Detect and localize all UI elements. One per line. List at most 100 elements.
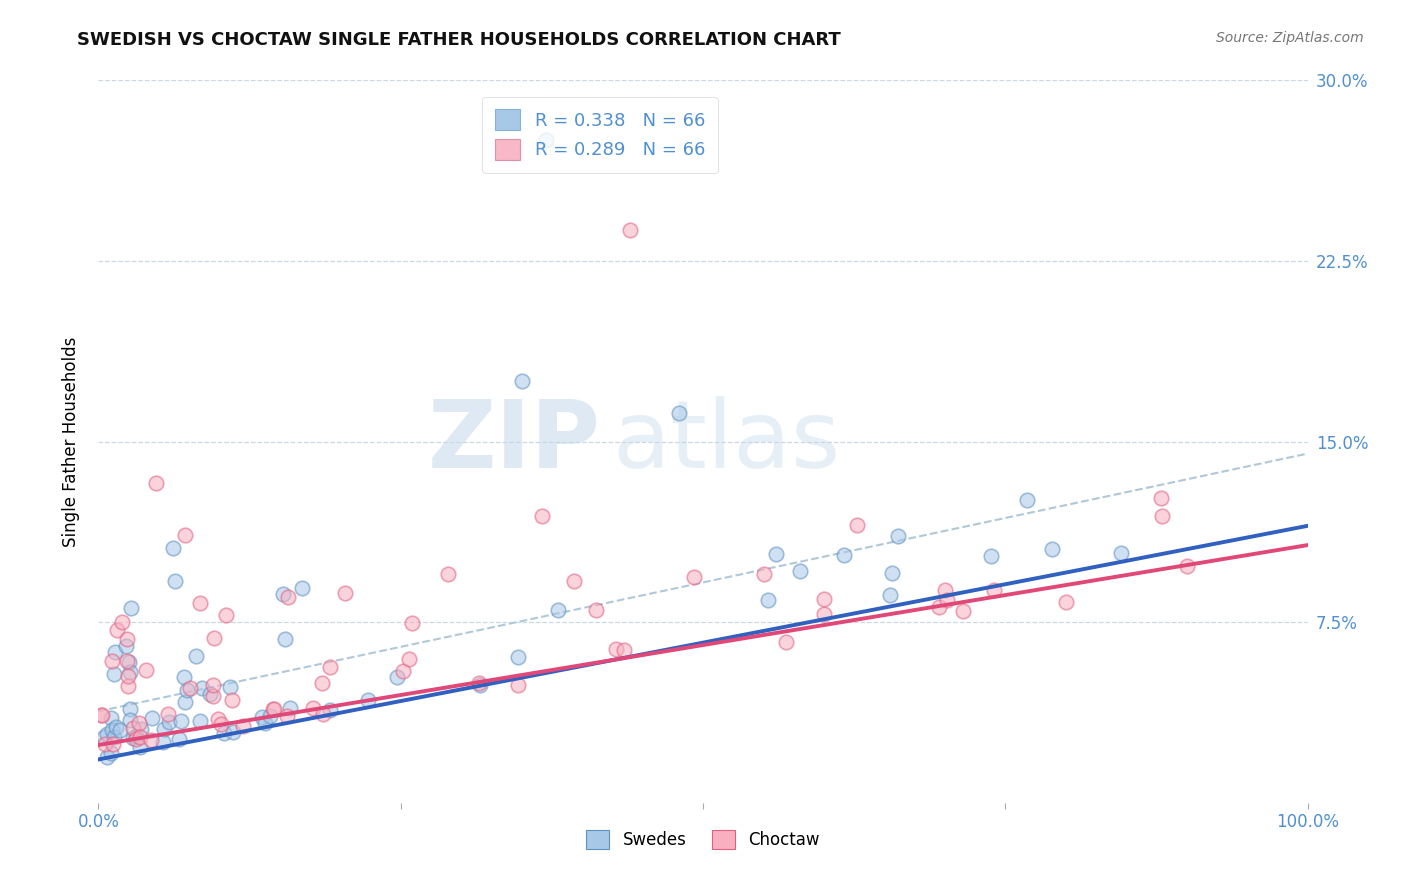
Point: [153, 723, 176, 737]
Point: [135, 663, 157, 677]
Point: [104, 645, 127, 659]
Point: [1152, 509, 1174, 524]
Point: [302, 701, 325, 715]
Point: [152, 735, 174, 749]
Point: [96, 749, 118, 764]
Point: [174, 695, 197, 709]
Point: [254, 715, 277, 730]
Point: [585, 603, 607, 617]
Point: [605, 641, 627, 656]
Point: [468, 678, 491, 692]
Point: [93, 731, 115, 745]
Point: [259, 708, 281, 723]
Point: [401, 615, 423, 630]
Point: [398, 652, 420, 666]
Text: atlas: atlas: [613, 395, 841, 488]
Point: [534, 133, 557, 147]
Point: [120, 714, 142, 728]
Point: [108, 723, 131, 737]
Point: [775, 635, 797, 649]
Point: [101, 723, 124, 737]
Point: [115, 639, 138, 653]
Point: [111, 615, 134, 629]
Point: [271, 587, 294, 601]
Point: [356, 693, 378, 707]
Point: [120, 601, 142, 615]
Point: [141, 711, 163, 725]
Point: [221, 693, 243, 707]
Point: [188, 714, 211, 728]
Point: [96, 727, 118, 741]
Point: [312, 706, 335, 721]
Point: [668, 406, 690, 420]
Point: [139, 732, 162, 747]
Point: [163, 574, 186, 589]
Point: [1015, 493, 1038, 508]
Point: [983, 583, 1005, 598]
Point: [682, 570, 704, 584]
Point: [209, 717, 232, 731]
Point: [952, 604, 974, 618]
Point: [100, 711, 122, 725]
Point: [232, 719, 254, 733]
Point: [201, 690, 224, 704]
Point: [90, 707, 112, 722]
Point: [103, 667, 125, 681]
Point: [122, 721, 145, 735]
Point: [385, 670, 408, 684]
Point: [437, 567, 460, 582]
Point: [167, 731, 190, 746]
Point: [120, 665, 142, 680]
Point: [506, 678, 529, 692]
Point: [277, 591, 299, 605]
Point: [125, 732, 148, 747]
Text: Source: ZipAtlas.com: Source: ZipAtlas.com: [1216, 31, 1364, 45]
Point: [129, 739, 152, 754]
Point: [93, 737, 115, 751]
Point: [156, 707, 179, 722]
Point: [188, 595, 211, 609]
Point: [202, 631, 225, 645]
Legend: Swedes, Choctaw: Swedes, Choctaw: [579, 823, 827, 856]
Point: [207, 712, 229, 726]
Point: [125, 730, 148, 744]
Point: [832, 548, 855, 562]
Point: [117, 669, 139, 683]
Point: [186, 649, 208, 664]
Point: [319, 660, 342, 674]
Point: [176, 682, 198, 697]
Point: [145, 475, 167, 490]
Point: [103, 731, 125, 745]
Point: [117, 679, 139, 693]
Point: [129, 722, 152, 736]
Point: [1109, 546, 1132, 560]
Point: [263, 702, 285, 716]
Point: [101, 737, 124, 751]
Point: [280, 701, 302, 715]
Point: [179, 681, 201, 696]
Point: [1175, 559, 1198, 574]
Point: [936, 593, 959, 607]
Point: [157, 715, 180, 730]
Point: [215, 607, 238, 622]
Point: [1040, 541, 1063, 556]
Point: [173, 528, 195, 542]
Point: [291, 581, 314, 595]
Text: SWEDISH VS CHOCTAW SINGLE FATHER HOUSEHOLDS CORRELATION CHART: SWEDISH VS CHOCTAW SINGLE FATHER HOUSEHO…: [77, 31, 841, 49]
Point: [879, 588, 901, 602]
Point: [547, 603, 569, 617]
Point: [887, 529, 910, 543]
Point: [756, 593, 779, 607]
Point: [90, 707, 112, 722]
Point: [122, 731, 145, 745]
Point: [934, 583, 956, 598]
Point: [846, 518, 869, 533]
Point: [1054, 595, 1077, 609]
Point: [212, 725, 235, 739]
Point: [319, 703, 342, 717]
Point: [274, 632, 297, 646]
Point: [335, 585, 357, 599]
Point: [173, 669, 195, 683]
Point: [105, 623, 128, 637]
Text: ZIP: ZIP: [427, 395, 600, 488]
